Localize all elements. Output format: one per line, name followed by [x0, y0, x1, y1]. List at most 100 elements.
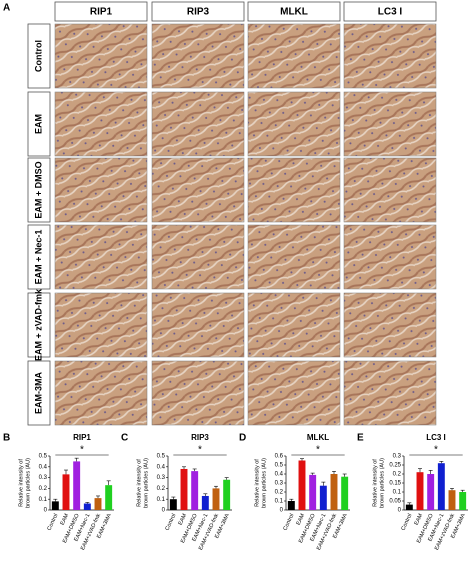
y-tick-label: 0.2 — [275, 490, 284, 496]
y-tick-label: 0.5 — [275, 463, 284, 469]
micrograph — [54, 292, 148, 358]
bar — [212, 488, 220, 510]
micrograph — [54, 224, 148, 290]
micrograph — [151, 224, 245, 290]
y-axis-label: Relative intensity of — [18, 459, 24, 507]
micrograph — [54, 360, 148, 426]
micrograph — [151, 292, 245, 358]
header-box — [247, 1, 341, 22]
bar — [83, 503, 91, 510]
x-tick-label: EAM — [414, 513, 425, 527]
x-tick-label: EAM — [296, 513, 307, 527]
micrograph — [343, 360, 437, 426]
micrograph — [343, 157, 437, 223]
bar — [51, 501, 59, 510]
y-axis-label: brown particles (AU) — [379, 458, 385, 508]
bar — [416, 472, 424, 510]
chart-title: RIP1 — [73, 433, 91, 442]
annotation: * — [434, 445, 438, 456]
bar — [448, 490, 456, 510]
micrograph — [343, 91, 437, 157]
micrograph — [343, 224, 437, 290]
micrograph — [247, 23, 341, 89]
bar — [180, 468, 188, 510]
y-axis-label: Relative intensity of — [136, 459, 142, 507]
y-tick-label: 0 — [280, 508, 284, 514]
y-tick-label: 0.2 — [39, 486, 48, 492]
y-tick-label: 0.1 — [157, 497, 166, 503]
header-box — [151, 1, 245, 22]
header-box — [54, 1, 148, 22]
row-label: EAM + zVAD-fmk — [33, 288, 43, 361]
annotation: * — [316, 445, 320, 456]
row-box — [27, 23, 51, 89]
y-axis-label: Relative intensity of — [254, 459, 260, 507]
micrograph — [151, 91, 245, 157]
micrograph — [247, 157, 341, 223]
bar — [73, 461, 81, 510]
column-header: RIP1 — [90, 7, 113, 18]
bar — [287, 501, 295, 510]
micrograph — [151, 157, 245, 223]
y-tick-label: 0.6 — [275, 454, 284, 460]
chart-title: LC3 I — [426, 433, 446, 442]
y-tick-label: 0.3 — [157, 475, 166, 481]
x-tick-label: Control — [47, 513, 60, 532]
y-tick-label: 0.5 — [157, 454, 166, 460]
bar — [191, 471, 199, 510]
chart-title: RIP3 — [191, 433, 209, 442]
row-box — [27, 157, 51, 223]
row-box — [27, 292, 51, 358]
bar — [309, 474, 317, 510]
y-tick-label: 0.25 — [389, 463, 401, 469]
y-tick-label: 0.1 — [393, 490, 402, 496]
bar — [298, 460, 306, 510]
bar — [341, 476, 349, 510]
y-tick-label: 0.4 — [157, 464, 166, 470]
x-tick-label: Control — [401, 513, 414, 532]
image-grid: RIP1 RIP3 MLKL LC3 I Control EAM EAM + DMSO EAM… — [27, 1, 437, 426]
bar — [105, 485, 113, 510]
y-tick-label: 0.2 — [393, 472, 402, 478]
row-label: Control — [33, 40, 43, 72]
row-box — [27, 91, 51, 157]
y-tick-label: 0.15 — [389, 481, 401, 487]
panel-label: C — [121, 433, 128, 444]
row-box — [27, 360, 51, 426]
micrograph — [247, 292, 341, 358]
chart-title: MLKL — [307, 433, 329, 442]
micrograph — [247, 91, 341, 157]
x-tick-label: Control — [165, 513, 178, 532]
bar — [223, 479, 231, 510]
bar — [405, 504, 413, 510]
y-axis-label: brown particles (AU) — [25, 458, 31, 508]
y-tick-label: 0.3 — [393, 454, 402, 460]
micrograph — [247, 224, 341, 290]
x-tick-label: EAM — [60, 513, 71, 527]
panel-label: B — [3, 433, 10, 444]
bar — [330, 474, 338, 510]
y-tick-label: 0.1 — [39, 497, 48, 503]
y-tick-label: 0.5 — [39, 454, 48, 460]
y-tick-label: 0 — [398, 508, 402, 514]
micrograph — [54, 23, 148, 89]
y-tick-label: 0.4 — [39, 464, 48, 470]
y-tick-label: 0.4 — [275, 472, 284, 478]
panel-label: E — [357, 433, 364, 444]
y-tick-label: 0.1 — [275, 499, 284, 505]
column-header: MLKL — [280, 7, 308, 18]
row-box — [27, 224, 51, 290]
bar — [62, 474, 70, 510]
micrograph — [343, 292, 437, 358]
micrograph — [343, 23, 437, 89]
x-tick-label: Control — [283, 513, 296, 532]
bar — [201, 495, 209, 510]
y-tick-label: 0 — [162, 508, 166, 514]
bar — [459, 492, 467, 510]
bar — [427, 474, 435, 510]
y-axis-label: brown particles (AU) — [261, 458, 267, 508]
micrograph — [54, 157, 148, 223]
y-axis-label: brown particles (AU) — [143, 458, 149, 508]
y-tick-label: 0.3 — [275, 481, 284, 487]
